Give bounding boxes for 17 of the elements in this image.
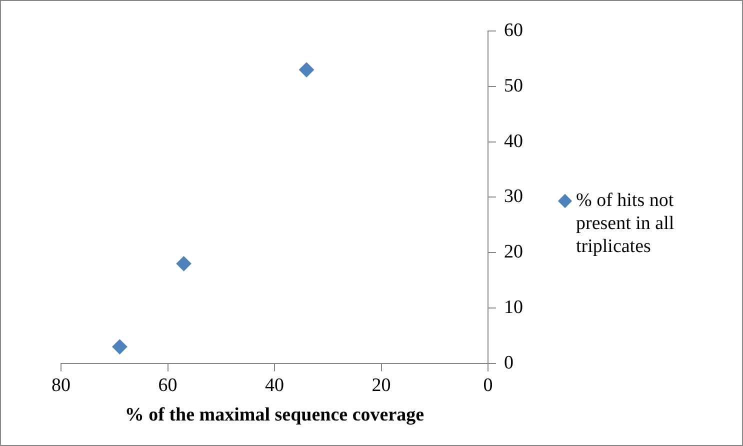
x-tick-label: 60 xyxy=(158,374,178,396)
x-tick-label: 40 xyxy=(265,374,284,396)
x-tick-label: 0 xyxy=(483,374,493,396)
y-tick-label: 20 xyxy=(504,242,523,263)
legend-label: % of hits not present in all triplicates xyxy=(576,189,676,258)
point xyxy=(299,62,314,78)
y-tick-label: 60 xyxy=(504,20,523,41)
y-tick-label: 0 xyxy=(504,352,514,374)
x-tick-label: 20 xyxy=(372,374,391,396)
y-tick-label: 50 xyxy=(504,75,523,96)
y-tick-label: 30 xyxy=(504,186,523,208)
point xyxy=(176,256,192,272)
point xyxy=(112,339,128,354)
x-axis-title: % of the maximal sequence coverage xyxy=(124,404,424,426)
y-tick-label: 40 xyxy=(504,130,523,152)
y-tick-label: 10 xyxy=(504,296,523,318)
x-tick-label: 80 xyxy=(52,374,70,396)
